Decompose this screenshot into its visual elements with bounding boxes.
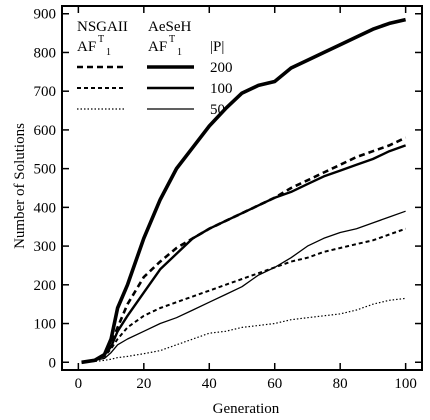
axis-ticks: 0 20 40 60 80 100 0 100 200 300 400 500 600 700 800 900: [34, 6, 422, 392]
x-tick-label: 100: [394, 376, 417, 392]
y-tick-label: 600: [34, 123, 57, 139]
legend-aeseh-af-sup: T: [169, 34, 175, 45]
legend-row-200: 200: [210, 60, 233, 76]
legend-p-header: |P|: [210, 39, 224, 55]
series-line-aeseh-100: [81, 144, 407, 364]
legend-aeseh-af: AF: [148, 39, 167, 55]
legend-nsgaii-af: AF: [77, 39, 96, 55]
series-line-nsgaii-100: [81, 227, 406, 364]
y-tick-label: 100: [34, 317, 57, 333]
legend-nsgaii-af-sub: 1: [106, 47, 111, 58]
series-line-aeseh-200: [81, 17, 407, 365]
series-line-nsgaii-200: [81, 136, 407, 364]
y-tick-label: 0: [49, 355, 57, 371]
y-tick-label: 500: [34, 162, 57, 178]
x-tick-label: 80: [333, 376, 348, 392]
series-lines: [81, 17, 407, 365]
legend-nsgaii-af-sup: T: [98, 34, 104, 45]
legend-nsgaii-header: NSGAII: [77, 19, 128, 35]
y-tick-label: 200: [34, 278, 57, 294]
y-tick-label: 300: [34, 239, 57, 255]
y-axis-label: Number of Solutions: [12, 123, 28, 249]
plot-area-border: [61, 5, 423, 371]
legend-aeseh-af-sub: 1: [177, 47, 182, 58]
y-tick-label: 900: [34, 7, 57, 23]
x-tick-label: 60: [267, 376, 282, 392]
legend-row-50: 50: [210, 102, 225, 118]
y-tick-label: 700: [34, 84, 57, 100]
plot-frame: [61, 5, 423, 371]
series-line-aeseh-50: [81, 210, 406, 363]
x-axis-label: Generation: [213, 401, 280, 417]
x-tick-label: 0: [75, 376, 83, 392]
legend-aeseh-header: AeSeH: [148, 19, 191, 35]
x-tick-label: 40: [202, 376, 217, 392]
x-tick-label: 20: [136, 376, 151, 392]
series-line-nsgaii-50: [81, 297, 406, 363]
y-tick-label: 800: [34, 45, 57, 61]
legend: NSGAII AeSeH AF T 1 AF T 1 |P| 200 100 5…: [77, 19, 233, 118]
y-tick-label: 400: [34, 200, 57, 216]
legend-row-100: 100: [210, 81, 233, 97]
